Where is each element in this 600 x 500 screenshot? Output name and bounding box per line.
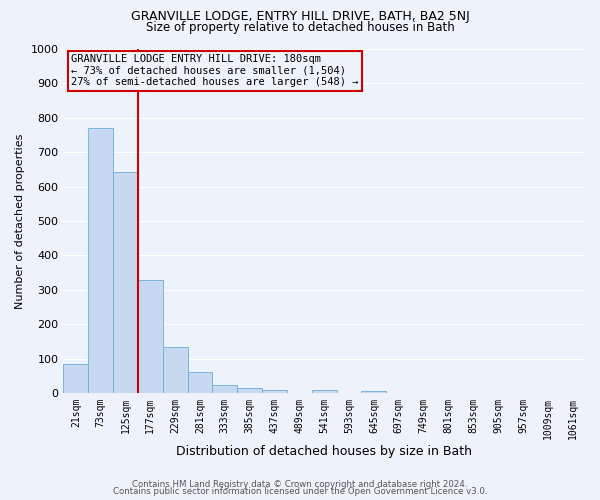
- Y-axis label: Number of detached properties: Number of detached properties: [15, 134, 25, 308]
- Text: GRANVILLE LODGE, ENTRY HILL DRIVE, BATH, BA2 5NJ: GRANVILLE LODGE, ENTRY HILL DRIVE, BATH,…: [131, 10, 469, 23]
- Text: Size of property relative to detached houses in Bath: Size of property relative to detached ho…: [146, 21, 454, 34]
- Bar: [64, 364, 88, 393]
- Bar: [88, 128, 113, 393]
- Bar: [212, 385, 237, 393]
- Bar: [138, 280, 163, 393]
- Bar: [312, 390, 337, 393]
- Bar: [262, 390, 287, 393]
- X-axis label: Distribution of detached houses by size in Bath: Distribution of detached houses by size …: [176, 444, 472, 458]
- Bar: [237, 388, 262, 393]
- Text: Contains HM Land Registry data © Crown copyright and database right 2024.: Contains HM Land Registry data © Crown c…: [132, 480, 468, 489]
- Text: GRANVILLE LODGE ENTRY HILL DRIVE: 180sqm
← 73% of detached houses are smaller (1: GRANVILLE LODGE ENTRY HILL DRIVE: 180sqm…: [71, 54, 359, 88]
- Bar: [361, 390, 386, 393]
- Bar: [113, 172, 138, 393]
- Bar: [188, 372, 212, 393]
- Bar: [163, 346, 188, 393]
- Text: Contains public sector information licensed under the Open Government Licence v3: Contains public sector information licen…: [113, 487, 487, 496]
